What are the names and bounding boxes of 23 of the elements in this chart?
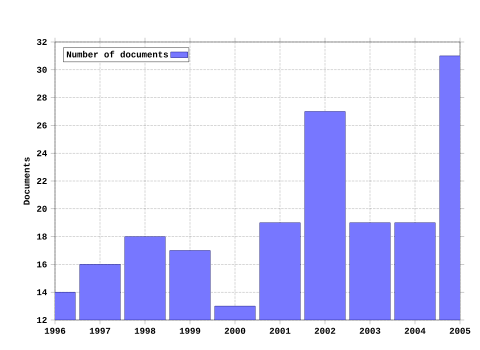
x-tick-label: 1997 [90,328,110,334]
x-tick-label: 2004 [404,328,426,334]
y-tick-label: 14 [37,289,47,296]
y-axis-title: Documents [24,157,30,205]
x-tick-label: 2001 [270,328,290,334]
y-tick-label: 22 [37,178,47,184]
y-tick-label: 16 [37,261,47,268]
x-tick-label: 1998 [134,328,156,334]
y-tick-label: 12 [37,317,47,323]
y-tick-label: 26 [37,122,47,128]
y-tick-label: 32 [36,38,47,46]
x-tick-label: 2005 [450,328,470,334]
x-tick-label: 2003 [360,328,380,334]
y-tick-label: 20 [37,206,47,212]
y-tick-label: 30 [36,66,47,73]
y-tick-label: 18 [37,234,47,240]
x-tick-label: 2000 [224,328,246,334]
x-tick-label: 1999 [180,328,200,334]
legend-label: Number of documents [66,50,168,58]
x-tick-label: 1996 [44,328,66,334]
y-tick-label: 28 [37,94,47,101]
x-tick-label: 2002 [314,328,336,334]
y-tick-label: 24 [37,150,47,156]
